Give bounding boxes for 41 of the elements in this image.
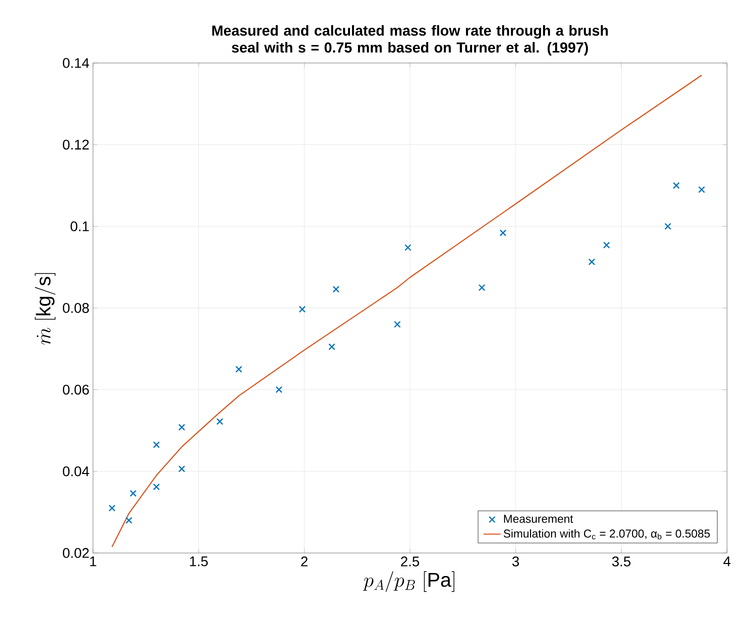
point <box>235 366 242 373</box>
point <box>216 418 224 425</box>
legend-label: Measurement <box>504 514 574 523</box>
point <box>478 284 486 291</box>
y-tick-label: 0.1 <box>70 221 89 232</box>
x-tick-label: 3 <box>512 556 519 566</box>
point <box>328 343 336 350</box>
point <box>152 483 160 490</box>
point <box>664 222 672 230</box>
point <box>603 242 610 249</box>
point <box>332 286 340 293</box>
x-tick-label: 3.5 <box>612 556 630 566</box>
y-tick-label: 0.12 <box>62 140 89 150</box>
x-tick-label: 4 <box>723 556 730 566</box>
x-tick-label: 2 <box>301 556 308 566</box>
y-tick-label: 0.06 <box>62 384 89 395</box>
y-tick-label: 0.08 <box>62 303 89 313</box>
point <box>500 229 506 236</box>
x-axis-title: $p_A/p_B\ [\mathrm{Pa}]$ <box>362 571 454 592</box>
x-tick-label: 1 <box>90 556 96 566</box>
point <box>178 424 186 431</box>
point <box>126 516 132 524</box>
point <box>404 244 412 251</box>
point <box>130 490 137 497</box>
x-tick-label: 2.5 <box>401 556 420 566</box>
point <box>108 504 116 512</box>
x-tick-label: 1.5 <box>190 556 208 566</box>
point <box>276 386 282 394</box>
point <box>178 465 186 472</box>
y-tick-label: 0.02 <box>62 548 89 558</box>
point <box>698 186 706 193</box>
y-tick-label: 0.04 <box>62 466 90 476</box>
y-axis-title: $\dot{m}\ [\mathrm{kg/s}]$ <box>34 273 56 344</box>
legend-label: Simulation with C$_{c}$ = 2.0700, α$_{b}$ = 0.5085 <box>504 529 710 540</box>
y-tick-label: 0.14 <box>62 58 90 68</box>
point <box>672 182 680 189</box>
point <box>394 320 401 328</box>
chart-title: Measured and calculated mass flow rate through a brush seal with s = 0.75 mm based on Turner et al. (1997) <box>212 25 608 56</box>
point <box>588 258 596 266</box>
point <box>152 441 160 448</box>
point <box>298 306 306 313</box>
